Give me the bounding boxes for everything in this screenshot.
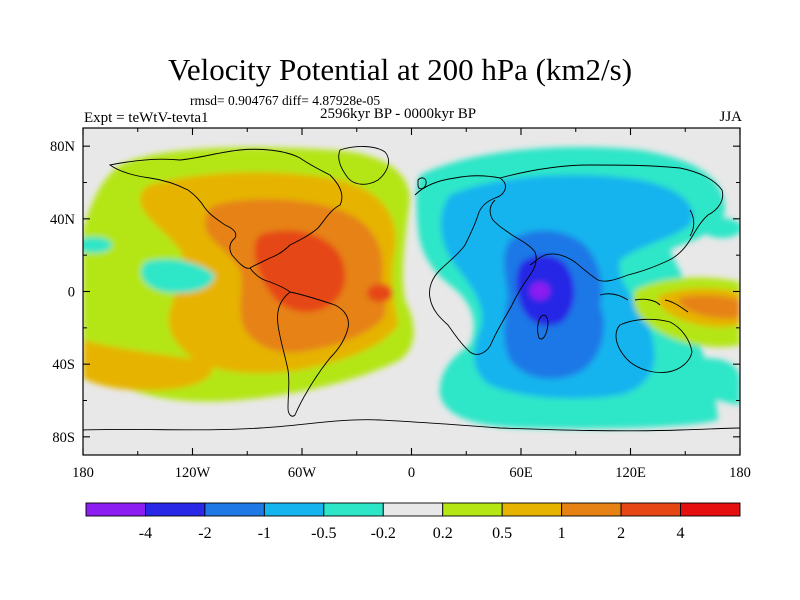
colorbar-swatch: [145, 502, 206, 517]
lat-axis: 80N 40N 0 40S 80S: [50, 139, 740, 446]
lat-tick-label: 40S: [52, 357, 75, 373]
contour-0.5-south: [83, 340, 213, 391]
colorbar-swatch: [263, 502, 325, 517]
contour-2-east: [367, 284, 393, 302]
coast-madagascar: [537, 314, 549, 340]
colorbar-swatch: [323, 502, 384, 517]
colorbar-label: -0.5: [311, 525, 336, 542]
coast-central-america: [249, 267, 291, 293]
colorbar-swatch: [501, 502, 563, 517]
colorbar-label: -1: [258, 525, 271, 542]
period-label: 2596kyr BP - 0000kyr BP: [320, 106, 477, 122]
colorbar-label: 2: [617, 525, 625, 542]
lon-tick-label: 60W: [288, 465, 317, 481]
lon-tick-label: 120E: [615, 465, 646, 481]
lon-tick-label: 120W: [175, 465, 211, 481]
lon-axis: 180 120W 60W 0 60E 120E 180: [72, 128, 751, 481]
colorbar: -4 -2 -1 -0.5 -0.2 0.2 0.5 1 2 4: [85, 502, 741, 542]
experiment-label: Expt = teWtV-tevta1: [84, 110, 209, 126]
coast-antarctica: [83, 419, 740, 432]
colorbar-swatch: [680, 502, 741, 517]
cyan-patch-pacific: [141, 259, 215, 293]
cyan-patch-west: [83, 237, 112, 253]
lon-tick-label: 180: [729, 465, 751, 481]
lat-tick-label: 80S: [52, 430, 75, 446]
colorbar-swatch: [382, 502, 444, 517]
coast-british-isles: [417, 177, 427, 190]
colorbar-swatch: [85, 502, 146, 517]
lon-tick-label: 180: [72, 465, 94, 481]
lat-tick-label: 40N: [50, 212, 76, 228]
coast-north-america: [108, 148, 343, 269]
colorbar-label: -4: [139, 525, 152, 542]
plot-title: Velocity Potential at 200 hPa (km2/s): [167, 52, 633, 87]
coast-japan: [689, 209, 695, 237]
colorbar-label: 0.5: [492, 525, 512, 542]
colorbar-swatch: [561, 502, 622, 517]
cyan-patch-south-pacific: [690, 358, 740, 405]
coast-south-america: [277, 291, 349, 417]
coast-europe-africa: [414, 175, 537, 355]
colorbar-swatch: [442, 502, 503, 517]
coast-greenland: [338, 146, 389, 185]
colorbar-label: 0.2: [433, 525, 453, 542]
contour-field: [83, 128, 740, 455]
season-label: JJA: [719, 109, 742, 125]
coast-australia: [615, 318, 693, 373]
colorbar-swatch: [204, 502, 265, 517]
lon-tick-label: 0: [408, 465, 415, 481]
coast-indonesia: [599, 293, 689, 313]
colorbar-swatch: [620, 502, 681, 517]
contour-neg4: [530, 282, 550, 300]
colorbar-label: -0.2: [371, 525, 396, 542]
lat-tick-label: 80N: [50, 139, 76, 155]
lon-tick-label: 60E: [509, 465, 533, 481]
colorbar-label: 1: [558, 525, 566, 542]
contour-1-west-pacific: [678, 295, 740, 319]
lat-tick-label: 0: [68, 285, 75, 301]
coastlines: [83, 146, 740, 432]
stats-line: rmsd= 0.904767 diff= 4.87928e-05: [190, 93, 381, 108]
cyan-patch-east: [702, 218, 740, 238]
colorbar-label: -2: [198, 525, 211, 542]
coast-asia: [499, 164, 724, 282]
contour-2: [254, 230, 346, 313]
colorbar-label: 4: [677, 525, 685, 542]
